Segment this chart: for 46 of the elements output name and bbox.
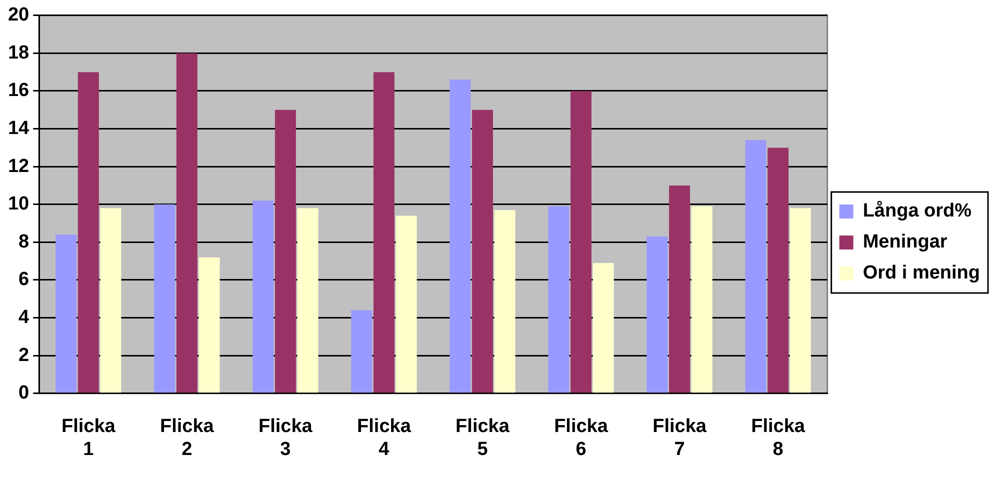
x-tick-label: Flicka 1 bbox=[61, 416, 116, 460]
bar bbox=[351, 310, 372, 393]
bar bbox=[790, 208, 811, 393]
x-tick-label: Flicka 6 bbox=[554, 416, 608, 460]
legend-label: Meningar bbox=[862, 232, 948, 253]
y-tick-label: 16 bbox=[8, 80, 30, 102]
bar bbox=[745, 140, 766, 393]
legend-label: Ord i mening bbox=[862, 262, 980, 284]
x-tick-label: Flicka 2 bbox=[160, 416, 214, 460]
bar bbox=[154, 204, 176, 393]
bar bbox=[176, 53, 198, 393]
bar bbox=[56, 234, 77, 393]
x-tick-label: Flicka 5 bbox=[456, 416, 510, 460]
bar bbox=[768, 148, 789, 393]
bar bbox=[274, 110, 296, 393]
x-tick-label: Flicka 3 bbox=[258, 416, 313, 460]
y-tick-label: 4 bbox=[18, 307, 30, 328]
x-tick-label: Flicka 8 bbox=[751, 416, 806, 460]
bar bbox=[548, 206, 570, 393]
y-tick-label: 6 bbox=[18, 269, 30, 290]
bar bbox=[373, 72, 394, 393]
legend-label: Långa ord% bbox=[862, 200, 972, 222]
y-tick-label: 20 bbox=[8, 4, 30, 26]
y-tick-label: 14 bbox=[8, 118, 30, 140]
bar bbox=[198, 257, 220, 393]
bar bbox=[252, 200, 274, 393]
bar bbox=[396, 216, 417, 393]
y-tick-label: 0 bbox=[18, 382, 30, 404]
bar bbox=[691, 206, 712, 393]
bar bbox=[570, 91, 592, 393]
bar bbox=[494, 210, 516, 393]
y-tick-label: 8 bbox=[18, 231, 30, 252]
y-tick-label: 2 bbox=[18, 344, 30, 366]
bar bbox=[100, 208, 122, 393]
bar bbox=[592, 262, 614, 393]
y-tick-label: 18 bbox=[8, 42, 30, 64]
x-tick-label: Flicka 4 bbox=[357, 416, 412, 460]
x-tick-label: Flicka 7 bbox=[652, 416, 707, 460]
bar bbox=[78, 72, 99, 393]
bar bbox=[450, 80, 471, 393]
bar bbox=[646, 236, 668, 393]
bar bbox=[669, 186, 690, 393]
y-tick-label: 12 bbox=[8, 156, 30, 177]
bar bbox=[472, 110, 493, 393]
bar bbox=[297, 208, 318, 393]
y-tick-label: 10 bbox=[8, 194, 30, 215]
